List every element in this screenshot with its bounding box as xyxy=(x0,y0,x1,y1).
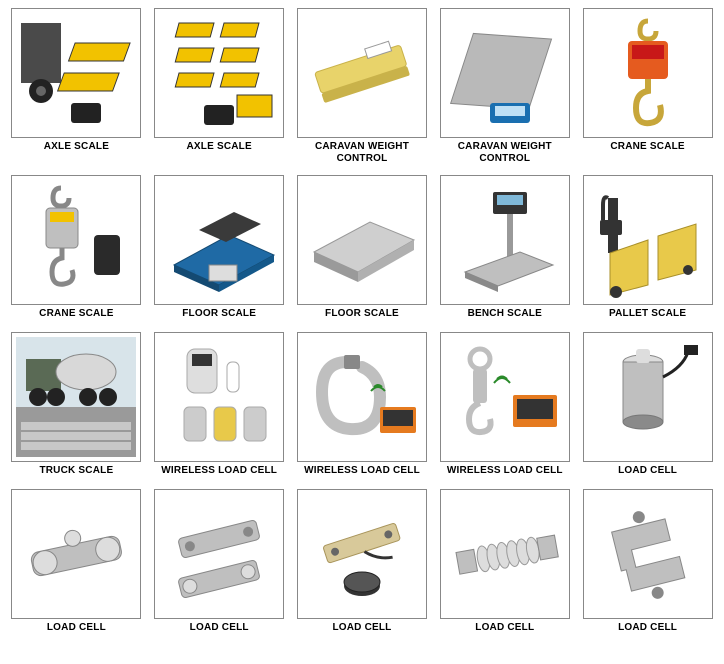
product-cell[interactable]: LOAD CELL xyxy=(151,489,288,644)
product-label: CRANE SCALE xyxy=(39,308,113,322)
product-cell[interactable]: CARAVAN WEIGHT CONTROL xyxy=(294,8,431,173)
product-cell[interactable]: AXLE SCALE xyxy=(151,8,288,173)
product-cell[interactable]: FLOOR SCALE xyxy=(151,175,288,330)
product-label: LOAD CELL xyxy=(475,622,534,636)
product-label: LOAD CELL xyxy=(47,622,106,636)
product-label: CARAVAN WEIGHT CONTROL xyxy=(436,141,573,165)
product-label: AXLE SCALE xyxy=(187,141,252,155)
floor-scale-2-icon xyxy=(297,175,427,305)
product-cell[interactable]: FLOOR SCALE xyxy=(294,175,431,330)
wireless-loadcell-1-icon xyxy=(154,332,284,462)
pallet-scale-icon xyxy=(583,175,713,305)
load-cell-single-icon xyxy=(297,489,427,619)
product-cell[interactable]: LOAD CELL xyxy=(579,332,716,487)
truck-scale-icon xyxy=(11,332,141,462)
load-cell-canister-icon xyxy=(583,332,713,462)
product-cell[interactable]: TRUCK SCALE xyxy=(8,332,145,487)
product-label: LOAD CELL xyxy=(618,465,677,479)
product-cell[interactable]: WIRELESS LOAD CELL xyxy=(151,332,288,487)
product-cell[interactable]: WIRELESS LOAD CELL xyxy=(436,332,573,487)
product-label: FLOOR SCALE xyxy=(182,308,256,322)
product-label: AXLE SCALE xyxy=(44,141,109,155)
product-label: LOAD CELL xyxy=(332,622,391,636)
product-label: LOAD CELL xyxy=(618,622,677,636)
product-cell[interactable]: CRANE SCALE xyxy=(8,175,145,330)
product-label: TRUCK SCALE xyxy=(39,465,113,479)
product-label: PALLET SCALE xyxy=(609,308,686,322)
wireless-loadcell-3-icon xyxy=(440,332,570,462)
product-label: LOAD CELL xyxy=(190,622,249,636)
axle-scale-2-icon xyxy=(154,8,284,138)
load-cell-bellows-icon xyxy=(440,489,570,619)
load-cell-double-icon xyxy=(11,489,141,619)
bench-scale-icon xyxy=(440,175,570,305)
caravan-weight-2-icon xyxy=(440,8,570,138)
product-label: FLOOR SCALE xyxy=(325,308,399,322)
product-cell[interactable]: LOAD CELL xyxy=(436,489,573,644)
product-cell[interactable]: LOAD CELL xyxy=(294,489,431,644)
product-grid: AXLE SCALE xyxy=(8,8,716,644)
axle-scale-1-icon xyxy=(11,8,141,138)
product-label: WIRELESS LOAD CELL xyxy=(161,465,277,479)
product-cell[interactable]: AXLE SCALE xyxy=(8,8,145,173)
floor-scale-1-icon xyxy=(154,175,284,305)
product-label: CRANE SCALE xyxy=(610,141,684,155)
product-label: BENCH SCALE xyxy=(468,308,542,322)
product-cell[interactable]: BENCH SCALE xyxy=(436,175,573,330)
product-label: WIRELESS LOAD CELL xyxy=(447,465,563,479)
wireless-loadcell-2-icon xyxy=(297,332,427,462)
product-cell[interactable]: WIRELESS LOAD CELL xyxy=(294,332,431,487)
product-cell[interactable]: PALLET SCALE xyxy=(579,175,716,330)
product-label: WIRELESS LOAD CELL xyxy=(304,465,420,479)
product-cell[interactable]: LOAD CELL xyxy=(8,489,145,644)
product-cell[interactable]: LOAD CELL xyxy=(579,489,716,644)
caravan-weight-1-icon xyxy=(297,8,427,138)
crane-scale-2-icon xyxy=(11,175,141,305)
product-cell[interactable]: CARAVAN WEIGHT CONTROL xyxy=(436,8,573,173)
load-cell-s-type-icon xyxy=(583,489,713,619)
product-label: CARAVAN WEIGHT CONTROL xyxy=(294,141,431,165)
crane-scale-1-icon xyxy=(583,8,713,138)
product-cell[interactable]: CRANE SCALE xyxy=(579,8,716,173)
load-cell-shear-icon xyxy=(154,489,284,619)
